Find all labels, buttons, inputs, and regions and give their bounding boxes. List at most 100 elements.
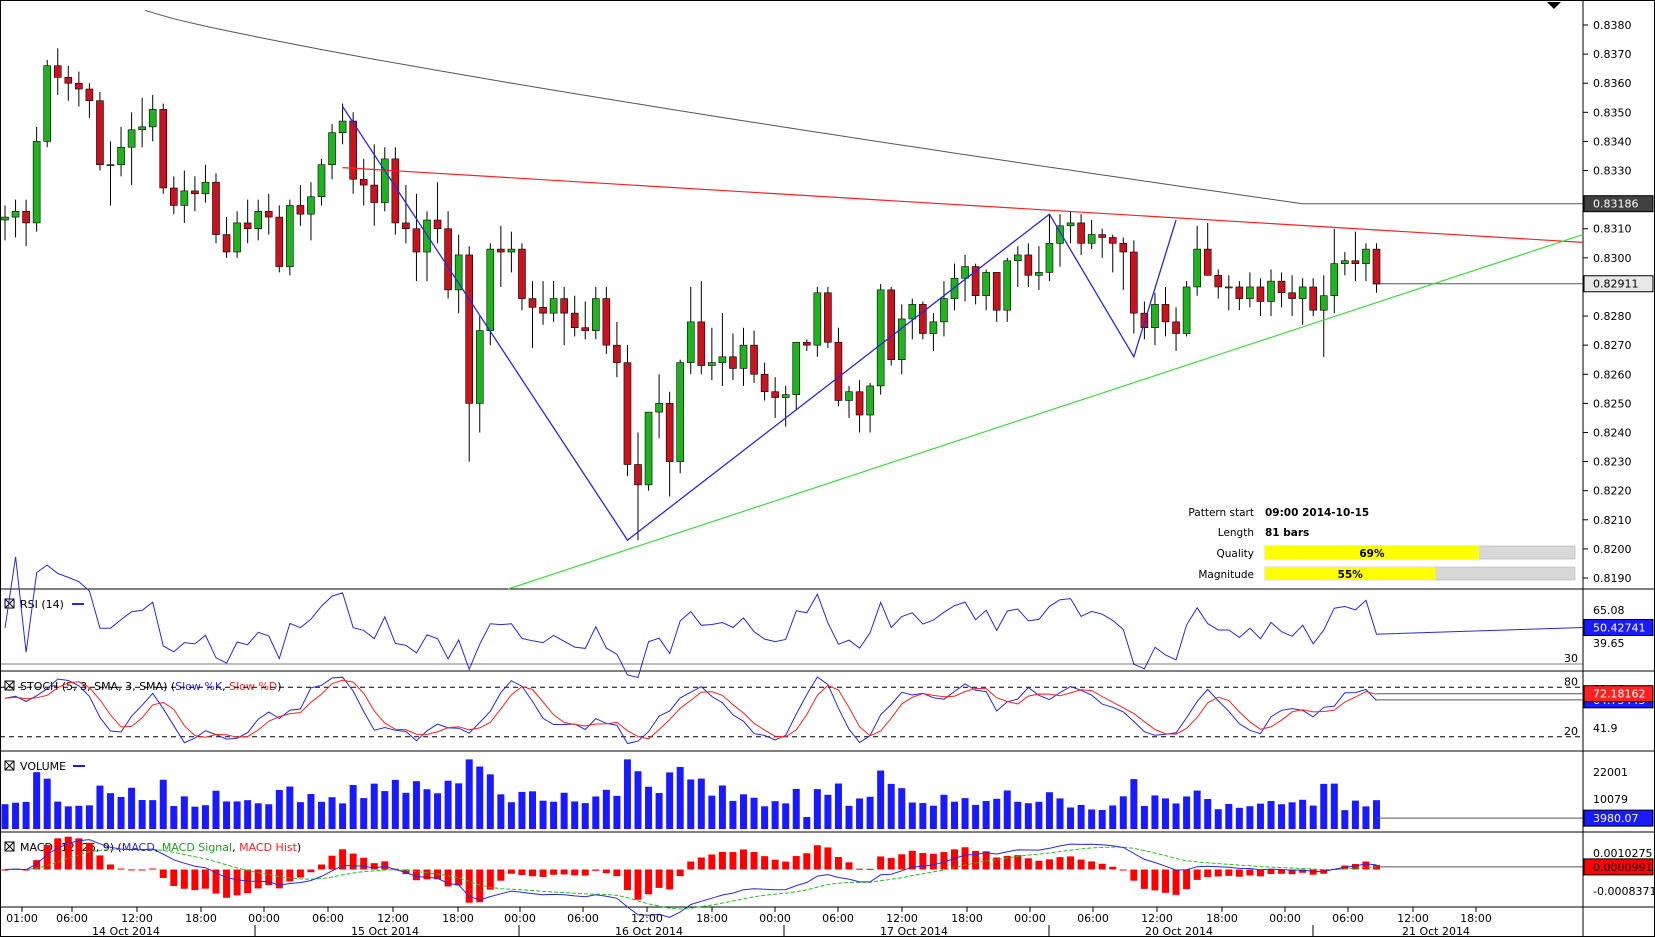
volume-bar: [1077, 804, 1085, 829]
rsi-line: [4, 556, 1584, 679]
candle-bull: [1298, 286, 1307, 299]
volume-bar: [349, 784, 357, 829]
candle-bear: [359, 178, 368, 186]
macd-hist-bar: [834, 857, 842, 870]
macd-hist-bar: [423, 869, 431, 880]
macd-hist-bar: [1109, 866, 1117, 870]
macd-hist-bar: [1183, 869, 1191, 890]
volume-bar: [33, 772, 41, 829]
time-tick-label: 00:00: [504, 912, 536, 925]
candle-bear: [665, 403, 674, 462]
volume-bar: [370, 783, 378, 829]
candle-bear: [802, 341, 811, 346]
macd-hist-bar: [54, 838, 62, 870]
macd-hist-bar: [813, 845, 821, 870]
candle-bear: [64, 77, 73, 84]
rsi-close-icon: [4, 598, 15, 609]
volume-bar: [1035, 801, 1043, 829]
candle-bear: [1309, 286, 1317, 311]
macd-hist-bar: [729, 852, 737, 870]
volume-bar: [961, 798, 969, 829]
candle-bull: [813, 292, 822, 346]
candle-bear: [634, 464, 642, 486]
volume-value-box: [1583, 809, 1654, 827]
candle-bull: [908, 304, 917, 320]
volume-collapse-icon[interactable]: [4, 760, 15, 771]
volume-value-text: 3980.07: [1593, 812, 1639, 825]
time-tick-label: 00:00: [759, 912, 791, 925]
macd-hist-bar: [1119, 869, 1127, 871]
last-price-text: 0.82911: [1593, 278, 1639, 291]
volume-bar: [180, 796, 188, 829]
candle-bull: [1362, 248, 1370, 264]
candle-bull: [876, 289, 885, 387]
candle-bull: [950, 277, 959, 299]
volume-bar: [761, 806, 769, 829]
macd-hist-bar: [571, 869, 579, 876]
price-tick-label: 0.8370: [1593, 48, 1632, 61]
corner-marker-icon: [1547, 2, 1561, 9]
candle-bear: [1277, 280, 1286, 294]
price-tick-label: 0.8300: [1593, 252, 1632, 265]
macd-hist-bar: [1214, 869, 1222, 877]
macd-hist-bar: [1193, 869, 1201, 880]
macd-hist-bar: [539, 869, 547, 877]
volume-bar: [1351, 800, 1359, 829]
macd-hist-bar: [497, 869, 505, 881]
candle-bear: [602, 298, 611, 346]
macd-value-text: 0.0000991: [1593, 861, 1653, 874]
volume-bar: [381, 791, 389, 829]
date-label: 14 Oct 2014: [92, 925, 160, 937]
price-tick-label: 0.8270: [1593, 339, 1632, 352]
volume-bar: [1014, 801, 1022, 829]
macd-hist-bar: [929, 853, 937, 870]
candle-bull: [1035, 272, 1043, 276]
macd-collapse-icon[interactable]: [4, 841, 15, 852]
candle-bull: [117, 146, 125, 166]
candle-bear: [75, 82, 83, 90]
price-tick-label: 0.8340: [1593, 135, 1632, 148]
time-tick-label: 06:00: [1332, 912, 1364, 925]
macd-hist-bar: [740, 849, 747, 870]
macd-hist-bar: [792, 856, 800, 870]
volume-bar: [497, 794, 505, 829]
candle-bull: [328, 132, 336, 166]
volume-bar: [1256, 803, 1264, 829]
price-tick-label: 0.8330: [1593, 165, 1632, 178]
macd-lines: [1, 836, 1583, 918]
volume-bar: [191, 806, 199, 829]
volume-bar: [360, 798, 368, 829]
stoch-collapse-icon[interactable]: [4, 680, 15, 691]
macd-hist-bar: [666, 869, 674, 890]
volume-bar: [1362, 806, 1370, 829]
price-tick-label: 0.8230: [1593, 456, 1632, 469]
date-label: 16 Oct 2014: [615, 925, 683, 937]
stoch-close-icon: [4, 680, 15, 691]
price-axis: 0.8380 0.8370 0.8360 0.8350 0.8340 0.8330 0.83…: [1583, 19, 1654, 585]
macd-hist-bar: [951, 849, 958, 870]
volume-bar: [444, 780, 452, 829]
stoch-title: STOCH (5, 3, SMA, 3, SMA) (Slow %K, Slow…: [20, 680, 282, 693]
macd-hist-bar: [159, 869, 167, 878]
candle-bull: [106, 164, 115, 167]
macd-hist-bar: [1045, 859, 1053, 870]
macd-hist-bar: [592, 869, 600, 871]
macd-hist-bar: [940, 852, 948, 870]
volume-bar: [1056, 798, 1064, 829]
stoch-level-label: 20: [1564, 725, 1578, 738]
macd-hist-bar: [1077, 859, 1085, 870]
macd-hist-bar: [149, 868, 157, 870]
macd-hist-bar: [223, 869, 231, 898]
candles: [1, 48, 1381, 541]
candle-bull: [233, 222, 241, 253]
candle-bear: [570, 312, 579, 328]
macd-hist-bar: [455, 869, 463, 886]
magnitude-value: 55%: [1338, 569, 1364, 581]
volume-bar: [117, 796, 125, 829]
volume-bar: [623, 759, 631, 829]
stoch-tick-label: 41.9: [1593, 722, 1618, 735]
date-label: 20 Oct 2014: [1145, 925, 1213, 937]
time-tick-label: 18:00: [696, 912, 728, 925]
support-line: [507, 233, 1584, 590]
macd-hist-bar: [676, 869, 684, 877]
